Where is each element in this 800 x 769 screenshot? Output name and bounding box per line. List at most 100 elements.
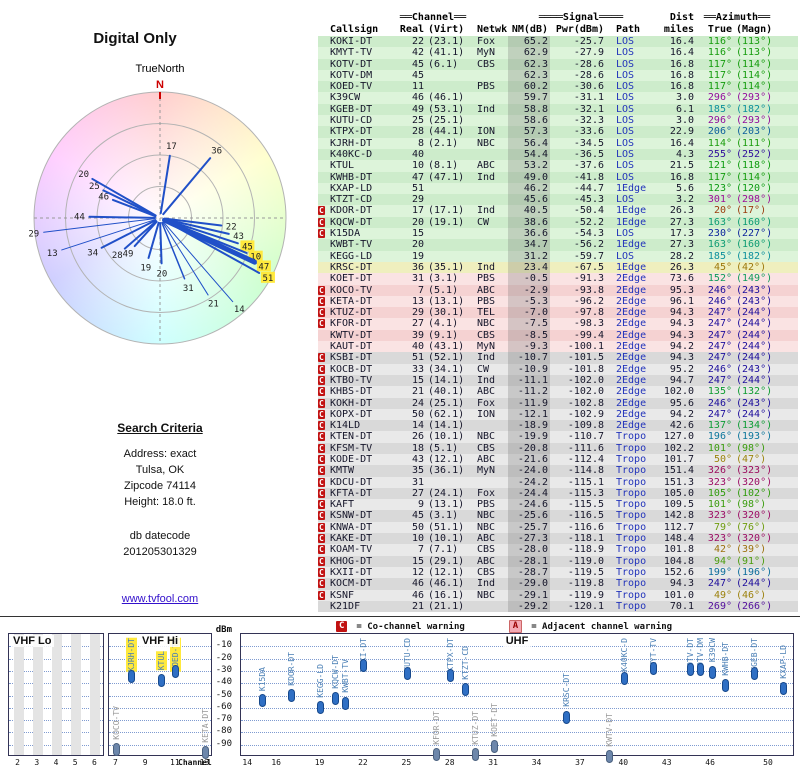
table-row: C KTBO-TV 15 (14.1) Ind -11.1 -102.0 2Edge 94.7 2… bbox=[318, 374, 798, 387]
channel-tick: 22 bbox=[358, 758, 368, 767]
cell-miles: 104.8 bbox=[663, 555, 694, 567]
cell-true: 247° bbox=[707, 408, 732, 420]
cell-path: LOS bbox=[616, 250, 635, 262]
cell-pwr: -102.9 bbox=[567, 408, 604, 420]
channel-tick: 9 bbox=[142, 758, 148, 767]
signal-bar-KOED-TV bbox=[172, 665, 180, 679]
svg-text:25: 25 bbox=[89, 182, 100, 192]
table-row: KUTU-CD 25 (25.1) 58.6 -32.3 LOS 3.0 296° (293°) bbox=[318, 115, 798, 127]
cell-real: 20 bbox=[411, 239, 424, 251]
cell-badge bbox=[318, 138, 330, 149]
cell-magn: (76°) bbox=[736, 521, 767, 533]
cell-pwr: -116.6 bbox=[567, 521, 604, 533]
cell-true: 137° bbox=[707, 420, 732, 432]
cell-miles: 4.3 bbox=[675, 148, 694, 160]
cell-call: KTBO-TV bbox=[330, 374, 373, 386]
cell-real: 22 bbox=[411, 36, 424, 47]
gridline bbox=[241, 720, 793, 722]
table-row: C KOPX-DT 50 (62.1) ION -12.1 -102.9 2Edge 94.2 2… bbox=[318, 408, 798, 421]
cell-call: KSBI-DT bbox=[330, 352, 373, 364]
cell-net: CBS bbox=[477, 442, 496, 454]
cell-virt: (19.1) bbox=[428, 216, 465, 228]
cell-call: KWBT-TV bbox=[330, 239, 373, 251]
signal-bar-KGEB-DT bbox=[750, 666, 758, 680]
cell-real: 50 bbox=[411, 408, 424, 420]
cell-badge: C bbox=[318, 556, 330, 567]
cell-call: KQCW-DT bbox=[330, 216, 373, 228]
table-row: C K14LD 14 (14.1) -18.9 -109.8 2Edge 42.6 137° (1… bbox=[318, 420, 798, 432]
cell-magn: (182°) bbox=[736, 103, 773, 115]
cell-real: 21 bbox=[411, 386, 424, 398]
svg-text:36: 36 bbox=[211, 146, 222, 156]
cell-nm: 65.2 bbox=[508, 36, 550, 48]
signal-bar-KWBT-TV bbox=[341, 696, 349, 710]
cell-call: KOCB-DT bbox=[330, 363, 373, 375]
datecode-value: 201205301329 bbox=[123, 546, 197, 558]
channel-tick: 28 bbox=[444, 758, 455, 767]
cell-path: 1Edge bbox=[616, 182, 647, 194]
cell-pwr: -102.8 bbox=[567, 397, 604, 409]
cell-true: 230° bbox=[707, 228, 732, 240]
signal-bar-KTUL bbox=[157, 673, 165, 687]
cell-magn: (132°) bbox=[736, 386, 773, 398]
cell-badge: C bbox=[318, 318, 330, 329]
channel-tick: 14 bbox=[242, 758, 253, 767]
cell-net: NBC bbox=[477, 510, 496, 522]
table-row: KGEB-DT 49 (53.1) Ind 58.8 -32.1 LOS 6.1 185° (18… bbox=[318, 103, 798, 116]
cell-pwr: -34.5 bbox=[573, 137, 604, 149]
cell-real: 45 bbox=[411, 58, 424, 70]
cell-miles: 6.1 bbox=[675, 103, 694, 115]
cell-call: KOCO-TV bbox=[330, 284, 373, 296]
cell-true: 116° bbox=[707, 47, 732, 59]
gridline bbox=[241, 707, 793, 709]
cell-true: 45° bbox=[713, 261, 732, 273]
cell-pwr: -96.2 bbox=[573, 295, 604, 307]
cell-badge: C bbox=[318, 443, 330, 454]
cell-virt: (53.1) bbox=[428, 103, 465, 115]
table-row: C KFTA-DT 27 (24.1) Fox -24.4 -115.3 Tropo 105.0… bbox=[318, 487, 798, 500]
cell-path: 2Edge bbox=[616, 374, 647, 386]
signal-bar-KEGG-LD bbox=[317, 700, 325, 714]
cell-net: ION bbox=[477, 408, 496, 420]
cell-miles: 26.3 bbox=[669, 205, 694, 217]
tvfool-link[interactable]: www.tvfool.com bbox=[121, 593, 199, 605]
cell-virt bbox=[424, 70, 470, 81]
cell-miles: 151.3 bbox=[663, 476, 694, 488]
cell-true: 42° bbox=[713, 544, 732, 556]
cell-call: KMTW bbox=[330, 465, 355, 477]
cell-true: 296° bbox=[707, 92, 732, 104]
table-row: KOET-DT 31 (3.1) PBS -0.5 -91.3 2Edge 73.6 152° (… bbox=[318, 273, 798, 285]
cell-nm: 62.3 bbox=[508, 58, 550, 70]
cell-nm: -24.4 bbox=[508, 487, 550, 500]
cell-real: 45 bbox=[411, 510, 424, 522]
cell-path: 2Edge bbox=[616, 408, 647, 420]
cell-net: ABC bbox=[477, 160, 496, 172]
cell-net: Ind bbox=[477, 103, 496, 115]
cell-nm: -12.1 bbox=[508, 408, 550, 421]
cell-real: 7 bbox=[417, 284, 424, 296]
gridline bbox=[241, 732, 793, 734]
cell-badge: C bbox=[318, 285, 330, 296]
cell-net: CBS bbox=[477, 58, 496, 70]
dbm-tick: -80 bbox=[215, 726, 232, 737]
gridline bbox=[109, 707, 211, 709]
header-callsign: Callsign bbox=[330, 24, 379, 35]
bar-label-KRSC-DT: KRSC-DT bbox=[561, 673, 571, 708]
bar-label-KETA-DT: KETA-DT bbox=[201, 708, 211, 743]
cell-nm: -8.5 bbox=[508, 329, 550, 342]
header-signal-group: ════Signal════ bbox=[538, 12, 624, 23]
co-channel-badge: C bbox=[318, 319, 325, 329]
cell-true: 101° bbox=[707, 442, 732, 454]
band-panel-uhf: K15DA KDOR-DT KEGG-LD KQCW-DT KWBT-TV KOKI-DT… bbox=[240, 633, 794, 763]
adjacent-channel-legend-text: = Adjacent channel warning bbox=[531, 621, 673, 632]
cell-magn: (114°) bbox=[736, 69, 773, 81]
cell-badge: C bbox=[318, 578, 330, 589]
svg-text:21: 21 bbox=[208, 299, 219, 309]
cell-true: 49° bbox=[713, 589, 732, 601]
cell-real: 39 bbox=[411, 329, 424, 341]
cell-pwr: -102.0 bbox=[567, 374, 604, 386]
cell-path: 2Edge bbox=[616, 386, 647, 398]
cell-path: Tropo bbox=[616, 555, 647, 567]
cell-virt: (10.1) bbox=[428, 431, 465, 443]
cell-miles: 101.0 bbox=[663, 589, 694, 601]
